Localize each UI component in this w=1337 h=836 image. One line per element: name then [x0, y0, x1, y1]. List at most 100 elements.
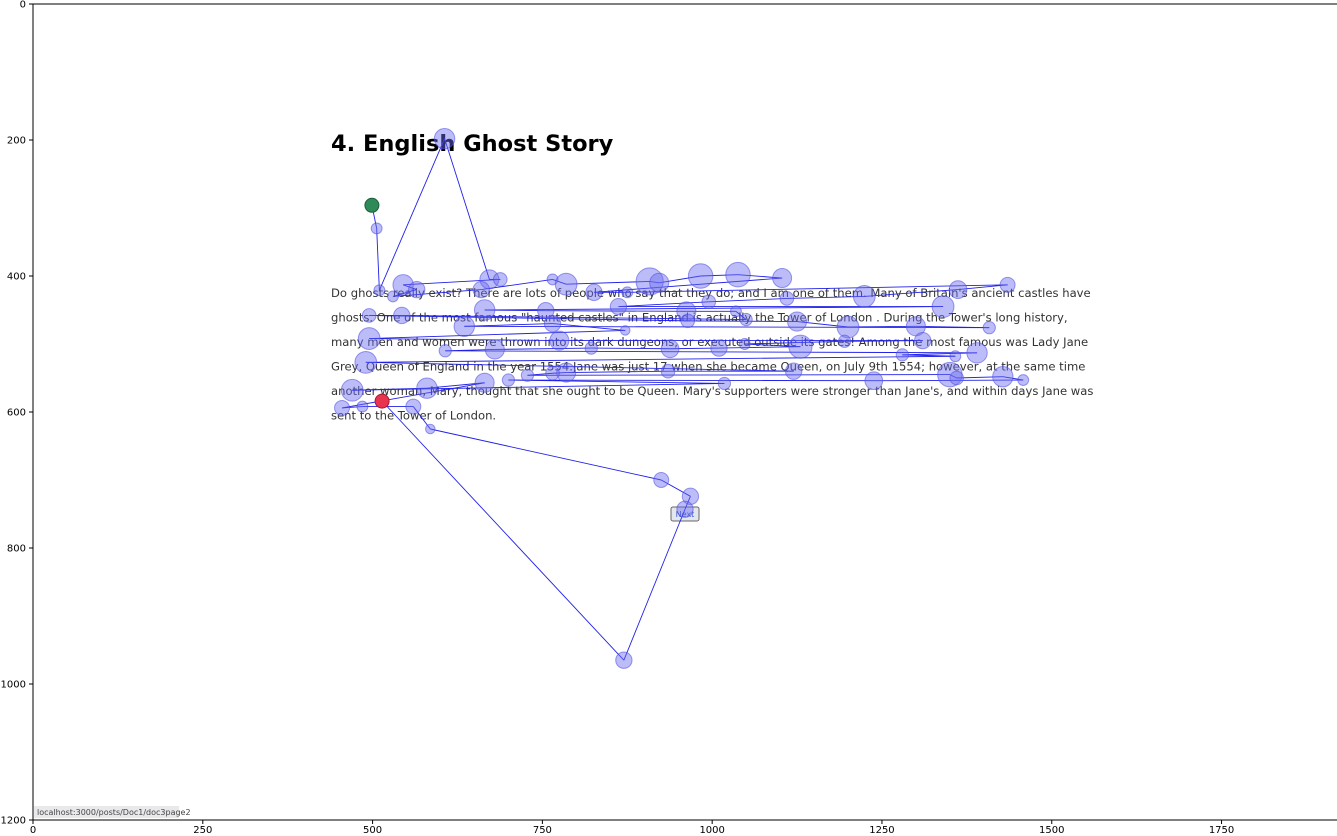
- scanpath-segment: [352, 387, 427, 391]
- fixation-point: [717, 376, 732, 391]
- fixation-point: [357, 327, 381, 350]
- scanpath-segment: [376, 228, 380, 291]
- scanpath-segment: [687, 320, 798, 323]
- fixation-point: [710, 339, 728, 357]
- x-tick-label: 1750: [1209, 825, 1234, 836]
- x-tick-label: 0: [30, 825, 36, 836]
- scanpath-segment: [402, 284, 417, 291]
- scanpath-start-marker: [364, 197, 380, 213]
- fixation-point: [739, 312, 753, 327]
- fixation-point: [438, 344, 452, 358]
- fixation-point: [649, 272, 670, 293]
- fixation-point: [492, 272, 508, 287]
- status-bar: [34, 806, 179, 818]
- y-tick-label: 800: [7, 544, 26, 555]
- fixation-point: [1017, 374, 1030, 386]
- scanpath-segment: [623, 509, 686, 661]
- fixation-point: [584, 341, 598, 355]
- y-ticks: 0 200 400 600 800 1000 1200: [1, 0, 33, 827]
- fixation-point: [948, 280, 968, 299]
- scanpath-segment: [352, 382, 725, 391]
- fixation-point: [543, 314, 562, 333]
- paragraph-line: many men and women were thrown into its …: [331, 335, 1088, 349]
- scanpath-segment: [566, 370, 669, 374]
- fixation-point: [982, 321, 996, 335]
- x-tick-label: 500: [363, 825, 382, 836]
- scanpath-segment: [430, 428, 662, 481]
- scanpath-segment: [744, 343, 801, 348]
- scanpath-segment: [718, 346, 801, 349]
- fixation-point: [895, 348, 909, 362]
- fixation-point: [660, 363, 676, 379]
- fixation-point: [453, 315, 475, 338]
- fixation-point: [416, 377, 438, 399]
- fixation-point: [864, 371, 884, 391]
- paragraph-line: Do ghosts really exist? There are lots o…: [331, 286, 1091, 300]
- fixation-point: [554, 272, 578, 296]
- scanpath-segment: [341, 406, 363, 409]
- scanpath-segment: [369, 329, 626, 340]
- fixation-point: [681, 487, 700, 505]
- fixation-point: [484, 339, 505, 360]
- scanpath-segment: [873, 379, 1024, 382]
- fixation-point: [992, 365, 1014, 388]
- fixation-point: [472, 280, 490, 299]
- scanpath-segment: [365, 361, 794, 372]
- scanpath-segment: [737, 274, 783, 279]
- stimulus-page: 4. English Ghost Story Do ghosts really …: [331, 131, 1093, 522]
- scanpath-segment: [369, 314, 688, 322]
- fixation-point: [680, 313, 696, 329]
- scanpath-segment: [786, 295, 865, 299]
- scanpath-segment: [659, 275, 701, 284]
- fixation-point: [370, 222, 383, 235]
- fixation-point: [408, 280, 426, 299]
- scanpath-segment: [552, 278, 567, 285]
- scanpath-segment: [527, 374, 950, 376]
- paragraph: Do ghosts really exist? There are lots o…: [331, 286, 1093, 423]
- x-tick-label: 1000: [699, 825, 724, 836]
- fixation-point: [354, 350, 378, 374]
- scanpath-segment: [341, 382, 485, 409]
- fixation-point: [725, 261, 751, 288]
- scanpath-segment: [708, 297, 787, 303]
- fixation-point: [772, 268, 793, 289]
- x-tick-label: 250: [193, 825, 212, 836]
- scanpath-segment: [902, 352, 978, 356]
- fixation-point: [660, 339, 680, 359]
- scanpath-segment: [552, 323, 626, 331]
- fixation-point: [609, 297, 628, 316]
- fixation-point: [621, 286, 634, 299]
- fixation-point: [585, 283, 603, 301]
- fixation-point: [779, 291, 795, 306]
- y-tick-label: 1200: [1, 816, 26, 827]
- page-title: 4. English Ghost Story: [331, 131, 614, 157]
- scanpath-segment: [627, 284, 1008, 293]
- scanpath-segment: [381, 400, 625, 661]
- fixation-point: [373, 284, 386, 297]
- scanpath-lines: [341, 138, 1024, 661]
- fixation-point: [334, 399, 351, 416]
- scanpath-segment: [392, 289, 482, 297]
- fixation-point: [949, 370, 964, 386]
- scanpath-segment: [464, 325, 990, 329]
- x-tick-label: 1500: [1039, 825, 1064, 836]
- fixation-point: [425, 423, 436, 435]
- scanpath-segment: [618, 301, 709, 308]
- paragraph-line: ghosts. One of the most famous "haunted …: [331, 311, 1068, 325]
- scanpath-segment: [684, 496, 691, 510]
- fixation-point: [676, 500, 694, 518]
- scanpath-segment: [369, 338, 560, 342]
- fixation-point: [615, 651, 633, 669]
- scanpath-segment: [700, 274, 738, 277]
- scanpath-segment: [661, 479, 691, 497]
- status-url: localhost:3000/posts/Doc1/doc3page2: [37, 808, 191, 817]
- x-ticks: 0 250 500 750 1000 1250 1500 1750: [30, 820, 1234, 836]
- scanpath-segment: [593, 277, 783, 293]
- scanpath-segment: [508, 379, 874, 382]
- scanpath-segment: [365, 355, 956, 363]
- fixation-point: [473, 299, 496, 321]
- y-tick-label: 600: [7, 408, 26, 419]
- scanpath-segment: [444, 138, 490, 280]
- next-button[interactable]: [670, 506, 700, 522]
